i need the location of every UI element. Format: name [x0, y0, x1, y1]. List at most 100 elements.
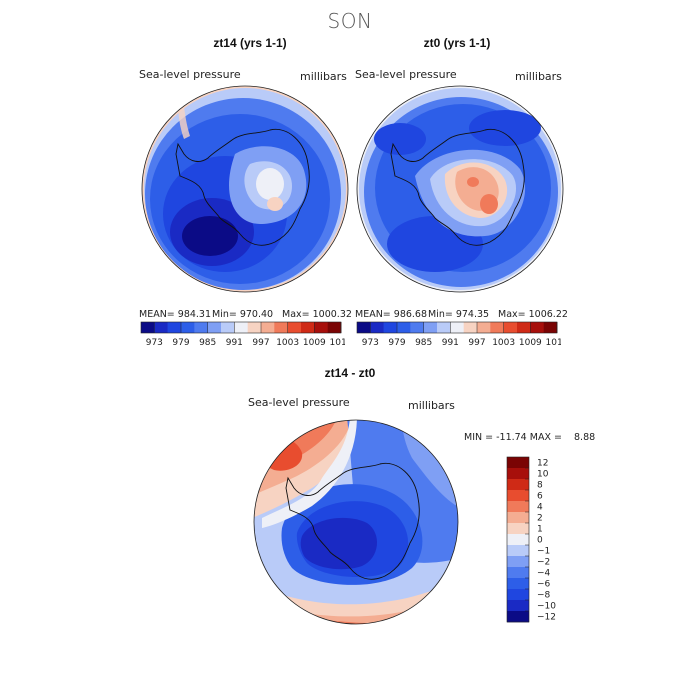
panel1-units-label: millibars — [300, 70, 347, 83]
panel3-minmax: MIN = -11.74 MAX = 8.88 — [464, 432, 596, 443]
panel1-colorbar-swatch — [181, 322, 195, 333]
panel2-colorbar-swatch — [410, 322, 424, 333]
panel3-colorbar-swatch — [507, 545, 529, 557]
panel2-max: Max= 1006.22 — [498, 309, 568, 320]
panel2-colorbar-tick-label: 1015 — [546, 338, 561, 348]
panel2-colorbar-swatch — [357, 322, 371, 333]
panel2-colorbar-tick-label: 985 — [415, 338, 432, 348]
panel1-colorbar-swatch — [327, 322, 342, 333]
panel1-colorbar-swatch — [167, 322, 182, 333]
panel3-colorbar-tick-label: −8 — [537, 591, 551, 601]
panel2-min: Min= 974.35 — [428, 309, 490, 320]
panel3-colorbar-tick-label: −12 — [537, 613, 556, 623]
panel2-field-low3 — [374, 123, 426, 155]
panel2-colorbar-swatch — [370, 322, 384, 333]
panel2-colorbar-swatch — [477, 322, 491, 333]
panel3-colorbar-swatch — [507, 512, 529, 524]
panel3-colorbar-tick-label: 2 — [537, 514, 543, 524]
panel1-field-low3 — [182, 216, 238, 256]
panel1-min: Min= 970.40 — [212, 309, 274, 320]
panel2-polar-map — [356, 85, 564, 293]
panel1-field-high3 — [256, 168, 284, 200]
panel1-colorbar-swatch — [141, 322, 155, 333]
panel3-colorbar-tick-label: 8 — [537, 481, 543, 491]
panel3-colorbar-tick-label: 12 — [537, 459, 548, 469]
panel3-colorbar-swatch — [507, 600, 529, 612]
panel1-variable-label: Sea-level pressure — [139, 68, 241, 81]
panel3-colorbar-tick-label: −10 — [537, 602, 556, 612]
panel1-map-border — [141, 85, 349, 293]
panel2-colorbar-swatch — [530, 322, 544, 333]
panel2-colorbar: 973 979 985 991 997 1003 1009 1015 — [356, 321, 561, 348]
panel1-colorbar-tick-label: 973 — [146, 338, 163, 348]
panel2-colorbar-tick-label: 997 — [468, 338, 485, 348]
panel3-colorbar-swatch — [507, 556, 529, 568]
panel2-title: zt0 (yrs 1-1) — [423, 36, 491, 50]
panel1-colorbar-swatch — [207, 322, 222, 333]
panel1-colorbar-tick-label: 1009 — [303, 338, 326, 348]
panel3-variable-label: Sea-level pressure — [248, 396, 350, 409]
panel3-colorbar-swatch — [507, 468, 529, 480]
panel2-colorbar-swatch — [503, 322, 518, 333]
panel3-field-center-neg3 — [300, 517, 378, 570]
panel3-colorbar-swatch — [507, 490, 529, 502]
panel1-colorbar-swatch — [314, 322, 328, 333]
panel2-colorbar-tick-label: 973 — [362, 338, 379, 348]
panel1-polar-map — [141, 85, 349, 293]
panel1-colorbar-tick-label: 979 — [172, 338, 189, 348]
panel3-colorbar-swatch — [507, 567, 529, 579]
panel1-mean: MEAN= 984.31 — [139, 309, 212, 320]
panel3-colorbar-tick-label: 6 — [537, 492, 543, 502]
panel2-field-high6 — [467, 177, 479, 187]
panel1-max: Max= 1000.32 — [282, 309, 352, 320]
panel1-colorbar-swatch — [194, 322, 208, 333]
panel2-colorbar-tick-label: 1003 — [492, 338, 515, 348]
panel3-colorbar-tick-label: −2 — [537, 558, 550, 568]
panel2-colorbar-tick-label: 979 — [388, 338, 405, 348]
panel1-colorbar-tick-label: 991 — [226, 338, 243, 348]
panel3-colorbar-swatch — [507, 479, 529, 491]
panel1-colorbar-tick-label: 997 — [252, 338, 269, 348]
panel2-colorbar-swatch — [383, 322, 398, 333]
panel3-colorbar-swatch — [507, 589, 529, 601]
panel1-colorbar-tick-label: 985 — [199, 338, 216, 348]
panel2-colorbar-tick-label: 991 — [442, 338, 459, 348]
panel2-variable-label: Sea-level pressure — [355, 68, 457, 81]
panel2-colorbar-swatch — [397, 322, 411, 333]
panel1-colorbar-swatch — [221, 322, 235, 333]
panel1-colorbar-swatch — [301, 322, 315, 333]
panel2-units-label: millibars — [515, 70, 562, 83]
panel3-colorbar-swatch — [507, 578, 529, 590]
panel2-mean: MEAN= 986.68 — [355, 309, 428, 320]
panel1-title: zt14 (yrs 1-1) — [213, 36, 287, 50]
panel1-colorbar-tick-label: 1003 — [276, 338, 299, 348]
panel2-colorbar-swatch — [543, 322, 558, 333]
panel3-colorbar-swatch — [507, 501, 529, 513]
panel3-colorbar-tick-label: 1 — [537, 525, 543, 535]
panel3-title: zt14 - zt0 — [324, 366, 376, 380]
panel1-colorbar: 973 979 985 991 997 1003 1009 1015 — [140, 321, 345, 348]
panel1-field-high4 — [267, 197, 283, 211]
panel1-colorbar-swatch — [247, 322, 262, 333]
page-title: SON — [327, 9, 373, 33]
panel2-field-low2 — [469, 110, 541, 146]
panel3-colorbar-tick-label: −6 — [537, 580, 551, 590]
panel3-colorbar-tick-label: −4 — [537, 569, 551, 579]
panel3-map-border — [253, 419, 459, 625]
panel2-antarctica-coastline — [390, 128, 525, 246]
panel2-colorbar-swatch — [517, 322, 531, 333]
panel1-colorbar-swatch — [261, 322, 275, 333]
panel3-colorbar-tick-label: 10 — [537, 470, 549, 480]
panel2-colorbar-swatch — [490, 322, 504, 333]
panel1-colorbar-swatch — [287, 322, 302, 333]
panel3-colorbar-swatch — [507, 611, 529, 623]
panel3-units-label: millibars — [408, 399, 455, 412]
panel2-colorbar-swatch — [463, 322, 478, 333]
panel3-polar-map — [253, 419, 459, 625]
panel3-colorbar-border — [506, 456, 530, 623]
panel2-colorbar-swatch — [437, 322, 451, 333]
panel3-colorbar-swatch — [507, 523, 529, 535]
panel3-field-zero-band — [262, 420, 357, 528]
panel3-antarctica-coastline — [285, 462, 420, 580]
panel1-antarctica-coastline — [175, 128, 310, 246]
